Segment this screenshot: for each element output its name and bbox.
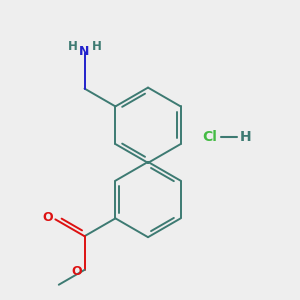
Text: N: N bbox=[79, 45, 90, 58]
Text: H: H bbox=[239, 130, 251, 144]
Text: H: H bbox=[92, 40, 101, 53]
Text: Cl: Cl bbox=[202, 130, 217, 144]
Text: H: H bbox=[68, 40, 78, 53]
Text: O: O bbox=[42, 211, 53, 224]
Text: O: O bbox=[71, 266, 82, 278]
